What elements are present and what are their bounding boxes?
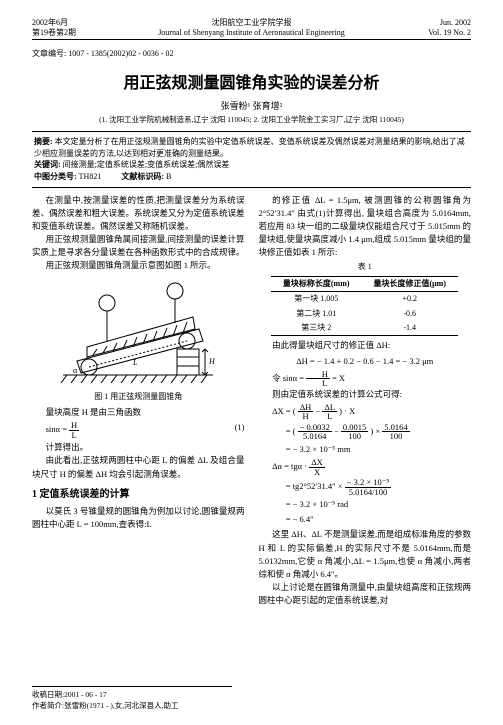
header-rule xyxy=(32,39,471,40)
authors: 张雪粉¹ 张育增² xyxy=(32,99,471,112)
t1-r2c1: 第二块 1.01 xyxy=(271,307,361,321)
left-column: 在测量中,按测量误差的性质,把测量误差分为系统误差、偶然误差和粗大误差。系统误差… xyxy=(32,194,245,608)
l-p3: 用正弦规测量圆锥角测量示意图如图 1 所示。 xyxy=(32,259,245,272)
table-1: 量块标称长度(mm) 量块长度修正值(μm) 第一块 1.005+0.2 第二块… xyxy=(271,276,458,337)
da2d: 5.0164/100 xyxy=(345,488,392,497)
r-p3b: = X xyxy=(332,373,345,383)
dx2m: − xyxy=(334,426,341,436)
da1d: X xyxy=(309,468,325,477)
figure-1-caption: 图 1 用正弦规测量圆锥角 xyxy=(32,391,245,403)
dx2d3: 100 xyxy=(382,432,409,441)
r-p4: 则由定值系统误差的计算公式可得: xyxy=(259,388,472,401)
author-bio: 作者简介:张雪粉(1971 - ),女,河北深县人,助工 xyxy=(32,701,232,712)
eq-delta-h: ΔH = − 1.4 + 0.2 − 0.6 − 1.4 = − 3.2 μm xyxy=(259,355,472,368)
eq-da-line1: Δα = tgα · ΔXX xyxy=(272,458,471,476)
hdr-right-1: Jun. 2002 xyxy=(381,18,471,28)
l-p2: 用正弦规测量圆锥角属间接测量,间接测量的误差计算实质上是寻求各分量误差在各种函数… xyxy=(32,233,245,259)
affiliation: (1. 沈阳工业学院机械制造系,辽宁 沈阳 110045; 2. 沈阳工业学院金… xyxy=(32,114,471,125)
l-p6: 由此看出,正弦规两圆柱中心距 L 的偏差 ΔL 及组合量块尺寸 H 的偏差 ΔH… xyxy=(32,454,245,480)
hdr-left-2: 第19卷第2期 xyxy=(32,28,122,38)
dx1a: ΔX = ( xyxy=(272,406,295,416)
eq1-lhs: sinα = xyxy=(46,424,69,434)
eq-dx-line1: ΔX = ( ΔHH − ΔLL ) · X xyxy=(272,403,471,421)
article-title: 用正弦规测量圆锥角实验的误差分析 xyxy=(32,69,471,93)
p3-den: L xyxy=(306,379,330,388)
hdr-center-1: 沈阳航空工业学院学报 xyxy=(122,18,381,28)
body-columns: 在测量中,按测量误差的性质,把测量误差分为系统误差、偶然误差和粗大误差。系统误差… xyxy=(32,194,471,608)
l-p4: 量块高度 H 是由三角函数 xyxy=(32,406,245,419)
keywords-text: 间接测量;定值系统误差;变值系统误差;偶然误差 xyxy=(63,160,230,169)
eq1-den: L xyxy=(69,431,79,440)
eq-da-line2: = tg2°52′31.4″ × − 3.2 × 10⁻⁵5.0164/100 xyxy=(286,478,471,496)
svg-text:α: α xyxy=(73,366,78,375)
dx2d1: 5.0164 xyxy=(298,432,332,441)
equation-1: sinα = HL (1) xyxy=(46,421,245,439)
hdr-center-2: Journal of Shenyang Institute of Aeronau… xyxy=(122,28,381,38)
clc-label: 中图分类号: xyxy=(34,172,77,181)
r-p2: 由此得量块组尺寸的修正值 ΔH: xyxy=(259,339,472,352)
da2a: = tg2°52′31.4″ × xyxy=(286,481,345,491)
t1-h1: 量块标称长度(mm) xyxy=(271,276,361,291)
running-header: 2002年6月 第19卷第2期 沈阳航空工业学院学报 Journal of Sh… xyxy=(32,18,471,37)
dx1m: − xyxy=(315,406,322,416)
l-p1: 在测量中,按测量误差的性质,把测量误差分为系统误差、偶然误差和粗大误差。系统误差… xyxy=(32,194,245,234)
dx1d2: L xyxy=(322,412,337,421)
clc-text: TH821 xyxy=(79,172,102,181)
right-column: 的修正值 ΔL = 1.5μm, 被测圆锥的公称圆锥角为 2°52′31.4″ … xyxy=(259,194,472,608)
eq1-number: (1) xyxy=(235,421,245,434)
svg-text:H: H xyxy=(208,357,216,366)
r-p1: 的修正值 ΔL = 1.5μm, 被测圆锥的公称圆锥角为 2°52′31.4″ … xyxy=(259,194,472,260)
t1-r3c2: -1.4 xyxy=(361,321,458,336)
t1-r1c1: 第一块 1.005 xyxy=(271,292,361,307)
dx2a: = ( xyxy=(286,426,296,436)
section-1-heading: 1 定值系统误差的计算 xyxy=(32,487,245,503)
article-number: 文章编号: 1007 - 1385(2002)02 - 0036 - 02 xyxy=(32,48,471,59)
dx2d2: 100 xyxy=(341,432,368,441)
t1-r2c2: -0.6 xyxy=(361,307,458,321)
dx1e: ) · X xyxy=(339,406,355,416)
received-date: 收稿日期:2001 - 06 - 17 xyxy=(32,690,232,701)
page: 2002年6月 第19卷第2期 沈阳航空工业学院学报 Journal of Sh… xyxy=(0,0,503,725)
abstract-box: 摘要: 本文定量分析了在用正弦规测量圆锥角的实验中定值系统误差、变值系统误差及偶… xyxy=(32,131,471,187)
footnote: 收稿日期:2001 - 06 - 17 作者简介:张雪粉(1971 - ),女,… xyxy=(32,686,232,711)
hdr-right-2: Vol. 19 No. 2 xyxy=(381,28,471,38)
dx1d1: H xyxy=(298,412,314,421)
l-p5: 计算得出。 xyxy=(32,441,245,454)
l-p7: 以莫氏 3 号锥量规的圆锥角为例加以讨论,圆锥量规两圆柱中心距 L = 100m… xyxy=(32,505,245,531)
eq-dx-line2: = ( − 0.00325.0164 − 0.0015100 ) × 5.016… xyxy=(286,423,471,441)
abstract-text: 本文定量分析了在用正弦规测量圆锥角的实验中定值系统误差、变值系统误差及偶然误差对… xyxy=(34,137,465,158)
svg-text:L: L xyxy=(132,358,138,367)
t1-h2: 量块长度修正值(μm) xyxy=(361,276,458,291)
r-p3a: 令 sinα = xyxy=(272,373,306,383)
figure-1-diagram: H L α xyxy=(53,277,223,387)
keywords-label: 关键词: xyxy=(34,160,61,169)
eq-da-line4: = − 6.4″ xyxy=(286,513,471,526)
t1-r1c2: +0.2 xyxy=(361,292,458,307)
r-p6: 以上讨论是在圆锥角测量中,由量块组高度和正弦规两圆柱中心距引起的定值系统误差,对 xyxy=(259,581,472,607)
doccode-text: B xyxy=(166,172,171,181)
eq-da-line3: = − 3.2 × 10⁻⁵ rad xyxy=(286,498,471,511)
abstract-label: 摘要: xyxy=(34,137,53,146)
doccode-label: 文献标识码: xyxy=(121,172,164,181)
eq-dx-line3: = − 3.2 × 10⁻⁵ mm xyxy=(286,443,471,456)
hdr-left-1: 2002年6月 xyxy=(32,18,122,28)
table-1-caption: 表 1 xyxy=(259,261,472,273)
da1a: Δα = tgα · xyxy=(272,461,309,471)
r-p5: 这里 ΔH、ΔL 不是测量误差,而是组成标准角度的参数 H 和 L 的实际偏差,… xyxy=(259,528,472,581)
t1-r3c1: 第三块 2 xyxy=(271,321,361,336)
dx2ea: ) × xyxy=(370,426,382,436)
r-p3: 令 sinα = HL = X xyxy=(259,370,472,388)
